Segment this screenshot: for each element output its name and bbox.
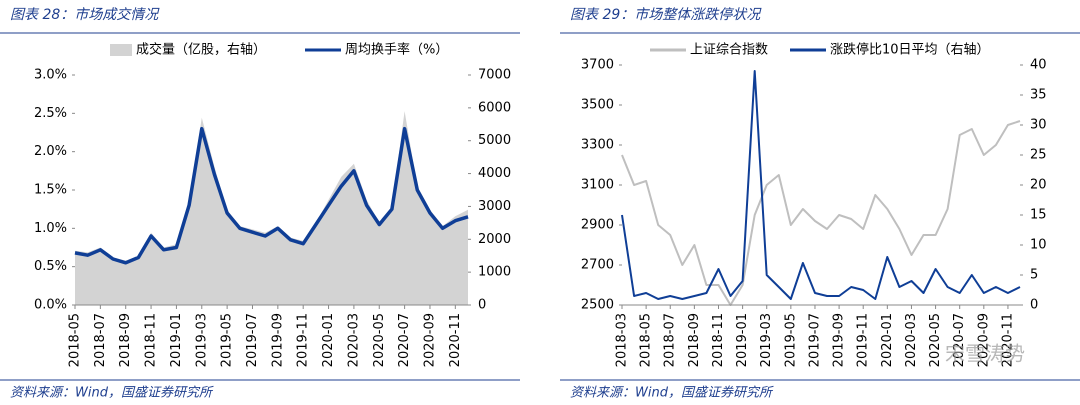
y2-tick-label: 40 — [1030, 58, 1047, 73]
x-tick-label: 2018-11 — [144, 313, 159, 367]
y2-tick-label: 35 — [1030, 88, 1047, 103]
x-tick-label: 2020-09 — [422, 313, 437, 367]
x-tick-label: 2018-09 — [118, 313, 133, 367]
y2-tick-label: 0 — [478, 298, 486, 313]
y-tick-label: 3.0% — [34, 68, 67, 83]
x-tick-label: 2018-07 — [93, 313, 108, 367]
y2-tick-label: 30 — [1030, 118, 1047, 133]
x-tick-label: 2019-03 — [759, 313, 774, 367]
y-tick-label: 2900 — [581, 218, 614, 233]
x-tick-label: 2019-11 — [296, 313, 311, 367]
x-tick-label: 2019-03 — [194, 313, 209, 367]
x-tick-label: 2018-05 — [68, 313, 83, 367]
x-tick-label: 2019-11 — [856, 313, 871, 367]
y2-tick-label: 4000 — [478, 166, 511, 181]
y2-tick-label: 25 — [1030, 148, 1047, 163]
y2-tick-label: 3000 — [478, 199, 511, 214]
x-tick-label: 2019-09 — [270, 313, 285, 367]
x-tick-label: 2020-07 — [397, 313, 412, 367]
x-tick-label: 2019-07 — [807, 313, 822, 367]
area — [75, 111, 468, 305]
x-tick-label: 2018-07 — [663, 313, 678, 367]
y-tick-label: 2500 — [581, 298, 614, 313]
x-tick-label: 2018-03 — [615, 313, 630, 367]
x-tick-label: 2019-05 — [220, 313, 235, 367]
x-tick-label: 2018-09 — [687, 313, 702, 367]
x-tick-label: 2020-05 — [928, 313, 943, 367]
x-tick-label: 2020-11 — [1000, 313, 1015, 367]
legend-swatch — [110, 44, 132, 56]
y-tick-label: 3500 — [581, 98, 614, 113]
y2-tick-label: 6000 — [478, 100, 511, 115]
y2-tick-label: 20 — [1030, 178, 1047, 193]
y-tick-label: 0.0% — [34, 298, 67, 313]
source: 资料来源：Wind，国盛证券研究所 — [570, 385, 774, 401]
legend-label: 上证综合指数 — [690, 43, 768, 58]
x-tick-label: 2020-05 — [372, 313, 387, 367]
source: 资料来源：Wind，国盛证券研究所 — [10, 385, 214, 401]
x-tick-label: 2020-03 — [346, 313, 361, 367]
y2-tick-label: 2000 — [478, 232, 511, 247]
legend-label: 周均换手率（%） — [345, 42, 448, 58]
line — [621, 120, 1021, 306]
y-tick-label: 1.5% — [34, 183, 67, 198]
y-tick-label: 3700 — [581, 58, 614, 73]
y2-tick-label: 10 — [1030, 238, 1047, 253]
x-tick-label: 2020-01 — [321, 313, 336, 367]
watermark: 宋雪涛势 — [945, 342, 1025, 366]
chart-title: 图表 29：市场整体涨跌停状况 — [570, 7, 762, 23]
y-tick-label: 2.0% — [34, 144, 67, 159]
y-tick-label: 1.0% — [34, 221, 67, 236]
x-tick-label: 2019-01 — [735, 313, 750, 367]
y-tick-label: 0.5% — [34, 259, 67, 274]
x-tick-label: 2018-11 — [711, 313, 726, 367]
y2-tick-label: 5000 — [478, 133, 511, 148]
x-tick-label: 2020-01 — [880, 313, 895, 367]
x-tick-label: 2020-07 — [952, 313, 967, 367]
y2-tick-label: 15 — [1030, 208, 1047, 223]
x-tick-label: 2019-05 — [783, 313, 798, 367]
y2-tick-label: 5 — [1030, 268, 1038, 283]
x-tick-label: 2018-05 — [639, 313, 654, 367]
y-tick-label: 3300 — [581, 138, 614, 153]
y2-tick-label: 0 — [1030, 298, 1038, 313]
y-tick-label: 2.5% — [34, 106, 67, 121]
y-tick-label: 3100 — [581, 178, 614, 193]
legend-label: 涨跌停比10日平均（右轴） — [830, 42, 990, 58]
x-tick-label: 2020-03 — [904, 313, 919, 367]
line — [621, 70, 1021, 300]
line — [74, 126, 469, 265]
x-tick-label: 2019-07 — [245, 313, 260, 367]
y-tick-label: 2700 — [581, 258, 614, 273]
x-tick-label: 2020-09 — [976, 313, 991, 367]
x-tick-label: 2019-09 — [832, 313, 847, 367]
x-tick-label: 2020-11 — [448, 313, 463, 367]
y2-tick-label: 1000 — [478, 265, 511, 280]
x-tick-label: 2019-01 — [169, 313, 184, 367]
y2-tick-label: 7000 — [478, 68, 511, 83]
legend-label: 成交量（亿股，右轴） — [136, 42, 266, 58]
chart-title: 图表 28：市场成交情况 — [10, 7, 160, 23]
